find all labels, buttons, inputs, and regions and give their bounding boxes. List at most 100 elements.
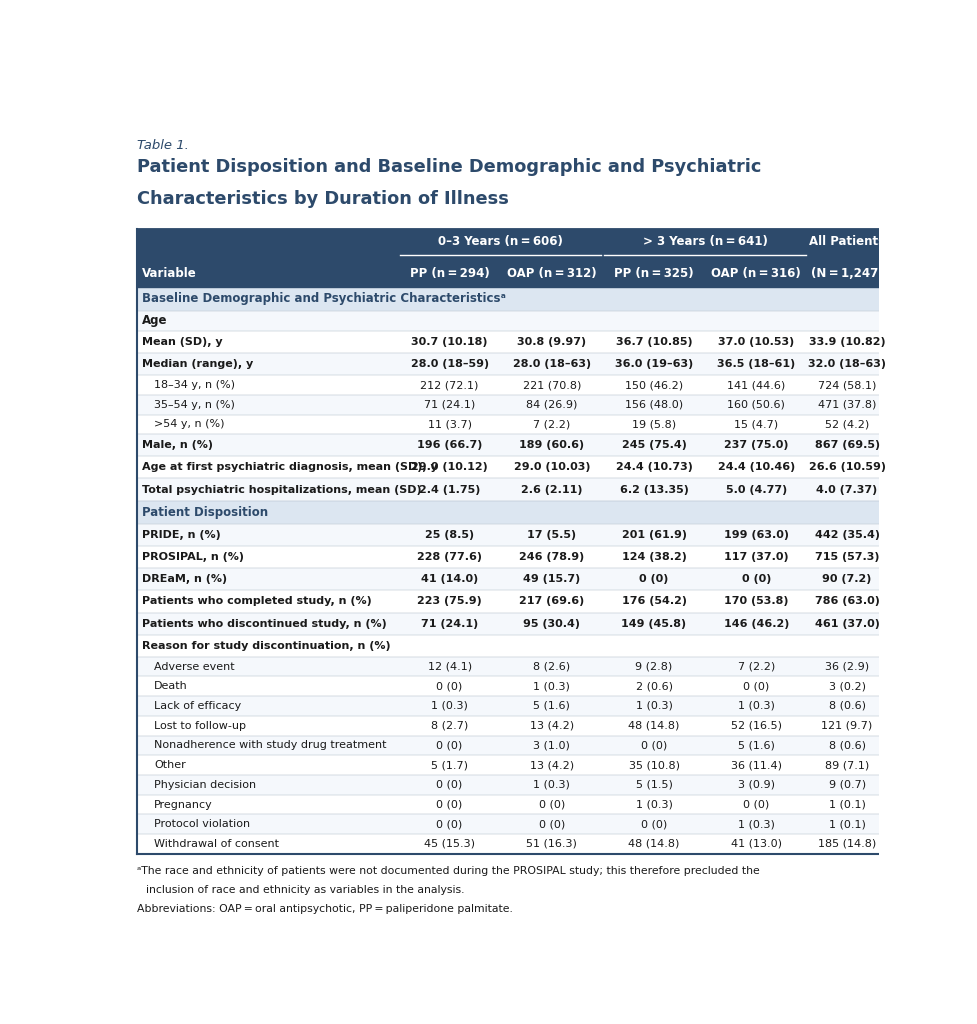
Text: OAP (n = 312): OAP (n = 312): [507, 267, 597, 281]
Text: 51 (16.3): 51 (16.3): [527, 839, 577, 849]
Bar: [137, 835, 887, 854]
Bar: [137, 656, 887, 677]
Text: 146 (46.2): 146 (46.2): [724, 618, 789, 629]
Bar: [137, 635, 887, 656]
Text: 0 (0): 0 (0): [437, 780, 463, 790]
Text: 2.6 (2.11): 2.6 (2.11): [521, 484, 582, 495]
Text: 48 (14.8): 48 (14.8): [628, 839, 680, 849]
Text: PP (n = 294): PP (n = 294): [409, 267, 489, 281]
Text: 19 (5.8): 19 (5.8): [632, 420, 676, 429]
Text: 1 (0.1): 1 (0.1): [828, 819, 866, 829]
Text: 24.4 (10.73): 24.4 (10.73): [616, 463, 693, 472]
Text: 1 (0.3): 1 (0.3): [636, 800, 672, 810]
Text: 237 (75.0): 237 (75.0): [724, 440, 788, 451]
Text: 13 (4.2): 13 (4.2): [530, 721, 573, 731]
Text: 35–54 y, n (%): 35–54 y, n (%): [154, 399, 234, 410]
Text: Nonadherence with study drug treatment: Nonadherence with study drug treatment: [154, 740, 387, 751]
Text: inclusion of race and ethnicity as variables in the analysis.: inclusion of race and ethnicity as varia…: [147, 886, 465, 895]
Text: Lost to follow-up: Lost to follow-up: [154, 721, 246, 731]
Text: 7 (2.2): 7 (2.2): [738, 662, 775, 672]
Text: 5 (1.5): 5 (1.5): [636, 780, 672, 790]
Text: 212 (72.1): 212 (72.1): [420, 380, 479, 390]
Text: 0 (0): 0 (0): [742, 574, 771, 585]
Text: Total psychiatric hospitalizations, mean (SD): Total psychiatric hospitalizations, mean…: [142, 484, 421, 495]
Bar: [137, 568, 887, 591]
Bar: [137, 677, 887, 696]
Text: 5 (1.6): 5 (1.6): [738, 740, 775, 751]
Text: 9 (0.7): 9 (0.7): [828, 780, 866, 790]
Text: 1 (0.3): 1 (0.3): [431, 701, 468, 711]
Text: 12 (4.1): 12 (4.1): [428, 662, 472, 672]
Text: 141 (44.6): 141 (44.6): [727, 380, 786, 390]
Text: Patients who completed study, n (%): Patients who completed study, n (%): [142, 597, 371, 606]
Text: 90 (7.2): 90 (7.2): [823, 574, 871, 585]
Text: 8 (0.6): 8 (0.6): [828, 701, 866, 711]
Text: 4.0 (7.37): 4.0 (7.37): [817, 484, 877, 495]
Text: Protocol violation: Protocol violation: [154, 819, 250, 829]
Text: Male, n (%): Male, n (%): [142, 440, 213, 451]
Text: 29.0 (10.12): 29.0 (10.12): [411, 463, 488, 472]
Text: Other: Other: [154, 760, 186, 770]
Text: 0 (0): 0 (0): [437, 819, 463, 829]
Text: 0 (0): 0 (0): [437, 681, 463, 691]
Text: 15 (4.7): 15 (4.7): [734, 420, 779, 429]
Bar: [137, 261, 887, 287]
Bar: [137, 501, 887, 524]
Text: 1 (0.3): 1 (0.3): [738, 819, 775, 829]
Text: 221 (70.8): 221 (70.8): [523, 380, 581, 390]
Bar: [137, 395, 887, 415]
Text: Pregnancy: Pregnancy: [154, 800, 213, 810]
Text: Variable: Variable: [142, 267, 196, 281]
Text: Death: Death: [154, 681, 188, 691]
Text: 1 (0.1): 1 (0.1): [828, 800, 866, 810]
Text: 223 (75.9): 223 (75.9): [417, 597, 482, 606]
Text: 52 (16.5): 52 (16.5): [731, 721, 782, 731]
Text: OAP (n = 316): OAP (n = 316): [711, 267, 801, 281]
Text: 2 (0.6): 2 (0.6): [636, 681, 672, 691]
Text: Adverse event: Adverse event: [154, 662, 234, 672]
Text: All Patients: All Patients: [809, 236, 885, 249]
Text: 170 (53.8): 170 (53.8): [724, 597, 788, 606]
Bar: [137, 612, 887, 635]
Text: Lack of efficacy: Lack of efficacy: [154, 701, 241, 711]
Text: > 3 Years (n = 641): > 3 Years (n = 641): [643, 234, 768, 248]
Text: Baseline Demographic and Psychiatric Characteristicsᵃ: Baseline Demographic and Psychiatric Cha…: [142, 292, 506, 305]
Bar: [137, 434, 887, 457]
Text: ᵃThe race and ethnicity of patients were not documented during the PROSIPAL stud: ᵃThe race and ethnicity of patients were…: [137, 866, 760, 877]
Text: 176 (54.2): 176 (54.2): [621, 597, 687, 606]
Text: 121 (9.7): 121 (9.7): [822, 721, 872, 731]
Text: 1 (0.3): 1 (0.3): [533, 780, 571, 790]
Text: 0 (0): 0 (0): [538, 819, 565, 829]
Text: 0 (0): 0 (0): [538, 800, 565, 810]
Text: 49 (15.7): 49 (15.7): [524, 574, 580, 585]
Text: PP (n = 325): PP (n = 325): [615, 267, 694, 281]
Text: 199 (63.0): 199 (63.0): [724, 530, 788, 541]
Text: 36 (2.9): 36 (2.9): [825, 662, 870, 672]
Text: 71 (24.1): 71 (24.1): [424, 399, 475, 410]
Text: 11 (3.7): 11 (3.7): [428, 420, 472, 429]
Text: 1 (0.3): 1 (0.3): [533, 681, 571, 691]
Bar: [137, 229, 887, 261]
Text: Table 1.: Table 1.: [137, 139, 190, 153]
Text: 32.0 (18–63): 32.0 (18–63): [808, 359, 886, 370]
Text: 25 (8.5): 25 (8.5): [425, 530, 474, 541]
Text: Median (range), y: Median (range), y: [142, 359, 253, 370]
Text: 7 (2.2): 7 (2.2): [533, 420, 571, 429]
Text: 8 (2.6): 8 (2.6): [533, 662, 571, 672]
Text: 0 (0): 0 (0): [641, 819, 667, 829]
Text: 867 (69.5): 867 (69.5): [815, 440, 879, 451]
Text: 52 (4.2): 52 (4.2): [825, 420, 870, 429]
Bar: [137, 591, 887, 612]
Text: 246 (78.9): 246 (78.9): [519, 552, 584, 562]
Text: 156 (48.0): 156 (48.0): [625, 399, 683, 410]
Bar: [137, 478, 887, 501]
Text: 24.4 (10.46): 24.4 (10.46): [718, 463, 795, 472]
Text: 6.2 (13.35): 6.2 (13.35): [619, 484, 689, 495]
Text: 18–34 y, n (%): 18–34 y, n (%): [154, 380, 234, 390]
Text: PROSIPAL, n (%): PROSIPAL, n (%): [142, 552, 244, 562]
Text: 0 (0): 0 (0): [743, 681, 769, 691]
Text: DREaM, n (%): DREaM, n (%): [142, 574, 227, 585]
Text: 471 (37.8): 471 (37.8): [818, 399, 876, 410]
Text: Patient Disposition and Baseline Demographic and Psychiatric: Patient Disposition and Baseline Demogra…: [137, 159, 762, 176]
Text: 33.9 (10.82): 33.9 (10.82): [809, 337, 885, 347]
